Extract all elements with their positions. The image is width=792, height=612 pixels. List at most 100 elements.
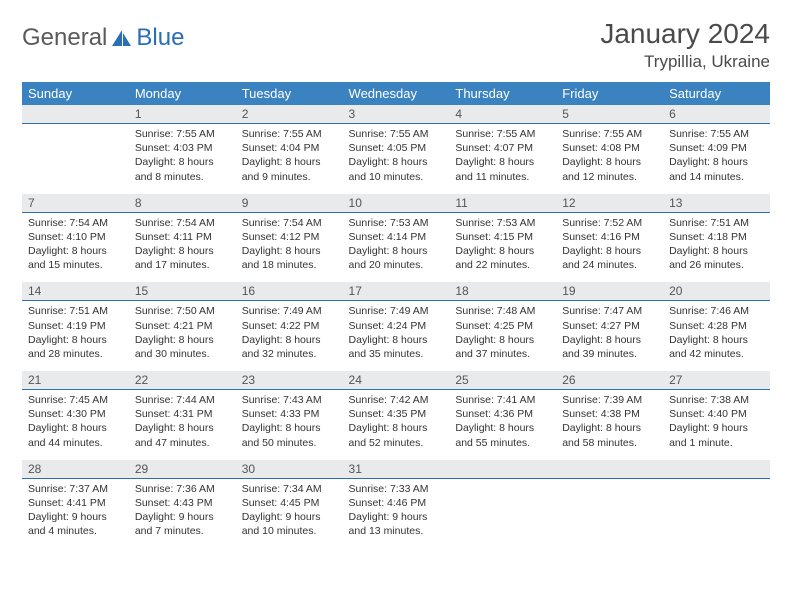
- date-number-cell: 1: [129, 105, 236, 124]
- date-number-cell: 24: [343, 371, 450, 390]
- sunrise-text: Sunrise: 7:55 AM: [455, 127, 550, 141]
- sunset-text: Sunset: 4:05 PM: [349, 141, 444, 155]
- date-number-cell: 30: [236, 460, 343, 479]
- date-number-cell: 26: [556, 371, 663, 390]
- daylight-text: Daylight: 8 hours and 17 minutes.: [135, 244, 230, 272]
- daylight-text: Daylight: 8 hours and 8 minutes.: [135, 155, 230, 183]
- daylight-text: Daylight: 8 hours and 39 minutes.: [562, 333, 657, 361]
- day-data-cell: Sunrise: 7:53 AMSunset: 4:14 PMDaylight:…: [343, 212, 450, 282]
- day-data-cell: Sunrise: 7:55 AMSunset: 4:08 PMDaylight:…: [556, 124, 663, 194]
- daylight-text: Daylight: 8 hours and 37 minutes.: [455, 333, 550, 361]
- sunrise-text: Sunrise: 7:53 AM: [349, 216, 444, 230]
- dow-cell: Thursday: [449, 82, 556, 105]
- date-number-row: 14151617181920: [22, 282, 770, 301]
- day-data-cell: Sunrise: 7:48 AMSunset: 4:25 PMDaylight:…: [449, 301, 556, 371]
- sunset-text: Sunset: 4:27 PM: [562, 319, 657, 333]
- sunset-text: Sunset: 4:21 PM: [135, 319, 230, 333]
- day-data-cell: Sunrise: 7:45 AMSunset: 4:30 PMDaylight:…: [22, 390, 129, 460]
- daylight-text: Daylight: 8 hours and 30 minutes.: [135, 333, 230, 361]
- dow-cell: Friday: [556, 82, 663, 105]
- sunrise-text: Sunrise: 7:42 AM: [349, 393, 444, 407]
- sunrise-text: Sunrise: 7:51 AM: [28, 304, 123, 318]
- sunrise-text: Sunrise: 7:34 AM: [242, 482, 337, 496]
- sunrise-text: Sunrise: 7:45 AM: [28, 393, 123, 407]
- calendar-table: Sunday Monday Tuesday Wednesday Thursday…: [22, 82, 770, 548]
- date-number-cell: 6: [663, 105, 770, 124]
- sunset-text: Sunset: 4:18 PM: [669, 230, 764, 244]
- date-number-cell: 21: [22, 371, 129, 390]
- sunset-text: Sunset: 4:46 PM: [349, 496, 444, 510]
- date-number-row: 78910111213: [22, 194, 770, 213]
- date-number-cell: [449, 460, 556, 479]
- day-data-row: Sunrise: 7:54 AMSunset: 4:10 PMDaylight:…: [22, 212, 770, 282]
- sunset-text: Sunset: 4:12 PM: [242, 230, 337, 244]
- sunrise-text: Sunrise: 7:52 AM: [562, 216, 657, 230]
- day-data-cell: Sunrise: 7:43 AMSunset: 4:33 PMDaylight:…: [236, 390, 343, 460]
- daylight-text: Daylight: 8 hours and 28 minutes.: [28, 333, 123, 361]
- date-number-row: 21222324252627: [22, 371, 770, 390]
- sunrise-text: Sunrise: 7:53 AM: [455, 216, 550, 230]
- sunset-text: Sunset: 4:43 PM: [135, 496, 230, 510]
- dow-cell: Wednesday: [343, 82, 450, 105]
- day-data-row: Sunrise: 7:45 AMSunset: 4:30 PMDaylight:…: [22, 390, 770, 460]
- day-of-week-row: Sunday Monday Tuesday Wednesday Thursday…: [22, 82, 770, 105]
- daylight-text: Daylight: 8 hours and 44 minutes.: [28, 421, 123, 449]
- daylight-text: Daylight: 8 hours and 55 minutes.: [455, 421, 550, 449]
- date-number-cell: [556, 460, 663, 479]
- logo-text-blue: Blue: [136, 24, 184, 52]
- date-number-cell: 27: [663, 371, 770, 390]
- day-data-cell: Sunrise: 7:54 AMSunset: 4:12 PMDaylight:…: [236, 212, 343, 282]
- sunrise-text: Sunrise: 7:55 AM: [349, 127, 444, 141]
- day-data-cell: Sunrise: 7:49 AMSunset: 4:22 PMDaylight:…: [236, 301, 343, 371]
- date-number-cell: 4: [449, 105, 556, 124]
- sunrise-text: Sunrise: 7:55 AM: [242, 127, 337, 141]
- daylight-text: Daylight: 8 hours and 20 minutes.: [349, 244, 444, 272]
- header: General Blue January 2024 Trypillia, Ukr…: [22, 18, 770, 72]
- title-block: January 2024 Trypillia, Ukraine: [600, 18, 770, 72]
- daylight-text: Daylight: 8 hours and 35 minutes.: [349, 333, 444, 361]
- date-number-cell: 19: [556, 282, 663, 301]
- date-number-cell: [22, 105, 129, 124]
- daylight-text: Daylight: 8 hours and 50 minutes.: [242, 421, 337, 449]
- sunset-text: Sunset: 4:08 PM: [562, 141, 657, 155]
- day-data-cell: Sunrise: 7:46 AMSunset: 4:28 PMDaylight:…: [663, 301, 770, 371]
- day-data-cell: Sunrise: 7:49 AMSunset: 4:24 PMDaylight:…: [343, 301, 450, 371]
- date-number-cell: 28: [22, 460, 129, 479]
- sunset-text: Sunset: 4:28 PM: [669, 319, 764, 333]
- day-data-cell: Sunrise: 7:55 AMSunset: 4:04 PMDaylight:…: [236, 124, 343, 194]
- sunset-text: Sunset: 4:04 PM: [242, 141, 337, 155]
- date-number-cell: 23: [236, 371, 343, 390]
- day-data-cell: Sunrise: 7:50 AMSunset: 4:21 PMDaylight:…: [129, 301, 236, 371]
- sunrise-text: Sunrise: 7:50 AM: [135, 304, 230, 318]
- daylight-text: Daylight: 8 hours and 15 minutes.: [28, 244, 123, 272]
- dow-cell: Saturday: [663, 82, 770, 105]
- date-number-row: 28293031: [22, 460, 770, 479]
- date-number-row: 123456: [22, 105, 770, 124]
- sunset-text: Sunset: 4:22 PM: [242, 319, 337, 333]
- sunrise-text: Sunrise: 7:38 AM: [669, 393, 764, 407]
- sunrise-text: Sunrise: 7:48 AM: [455, 304, 550, 318]
- date-number-cell: 14: [22, 282, 129, 301]
- sunset-text: Sunset: 4:41 PM: [28, 496, 123, 510]
- logo-sail-icon: [111, 29, 133, 47]
- month-title: January 2024: [600, 18, 770, 50]
- sunset-text: Sunset: 4:45 PM: [242, 496, 337, 510]
- day-data-row: Sunrise: 7:37 AMSunset: 4:41 PMDaylight:…: [22, 478, 770, 548]
- date-number-cell: 22: [129, 371, 236, 390]
- daylight-text: Daylight: 8 hours and 14 minutes.: [669, 155, 764, 183]
- day-data-cell: [556, 478, 663, 548]
- daylight-text: Daylight: 8 hours and 47 minutes.: [135, 421, 230, 449]
- sunrise-text: Sunrise: 7:54 AM: [28, 216, 123, 230]
- sunrise-text: Sunrise: 7:41 AM: [455, 393, 550, 407]
- date-number-cell: 11: [449, 194, 556, 213]
- sunset-text: Sunset: 4:16 PM: [562, 230, 657, 244]
- day-data-cell: Sunrise: 7:44 AMSunset: 4:31 PMDaylight:…: [129, 390, 236, 460]
- daylight-text: Daylight: 8 hours and 10 minutes.: [349, 155, 444, 183]
- sunrise-text: Sunrise: 7:49 AM: [242, 304, 337, 318]
- dow-cell: Tuesday: [236, 82, 343, 105]
- day-data-row: Sunrise: 7:51 AMSunset: 4:19 PMDaylight:…: [22, 301, 770, 371]
- sunset-text: Sunset: 4:15 PM: [455, 230, 550, 244]
- sunrise-text: Sunrise: 7:33 AM: [349, 482, 444, 496]
- date-number-cell: 31: [343, 460, 450, 479]
- day-data-cell: Sunrise: 7:51 AMSunset: 4:18 PMDaylight:…: [663, 212, 770, 282]
